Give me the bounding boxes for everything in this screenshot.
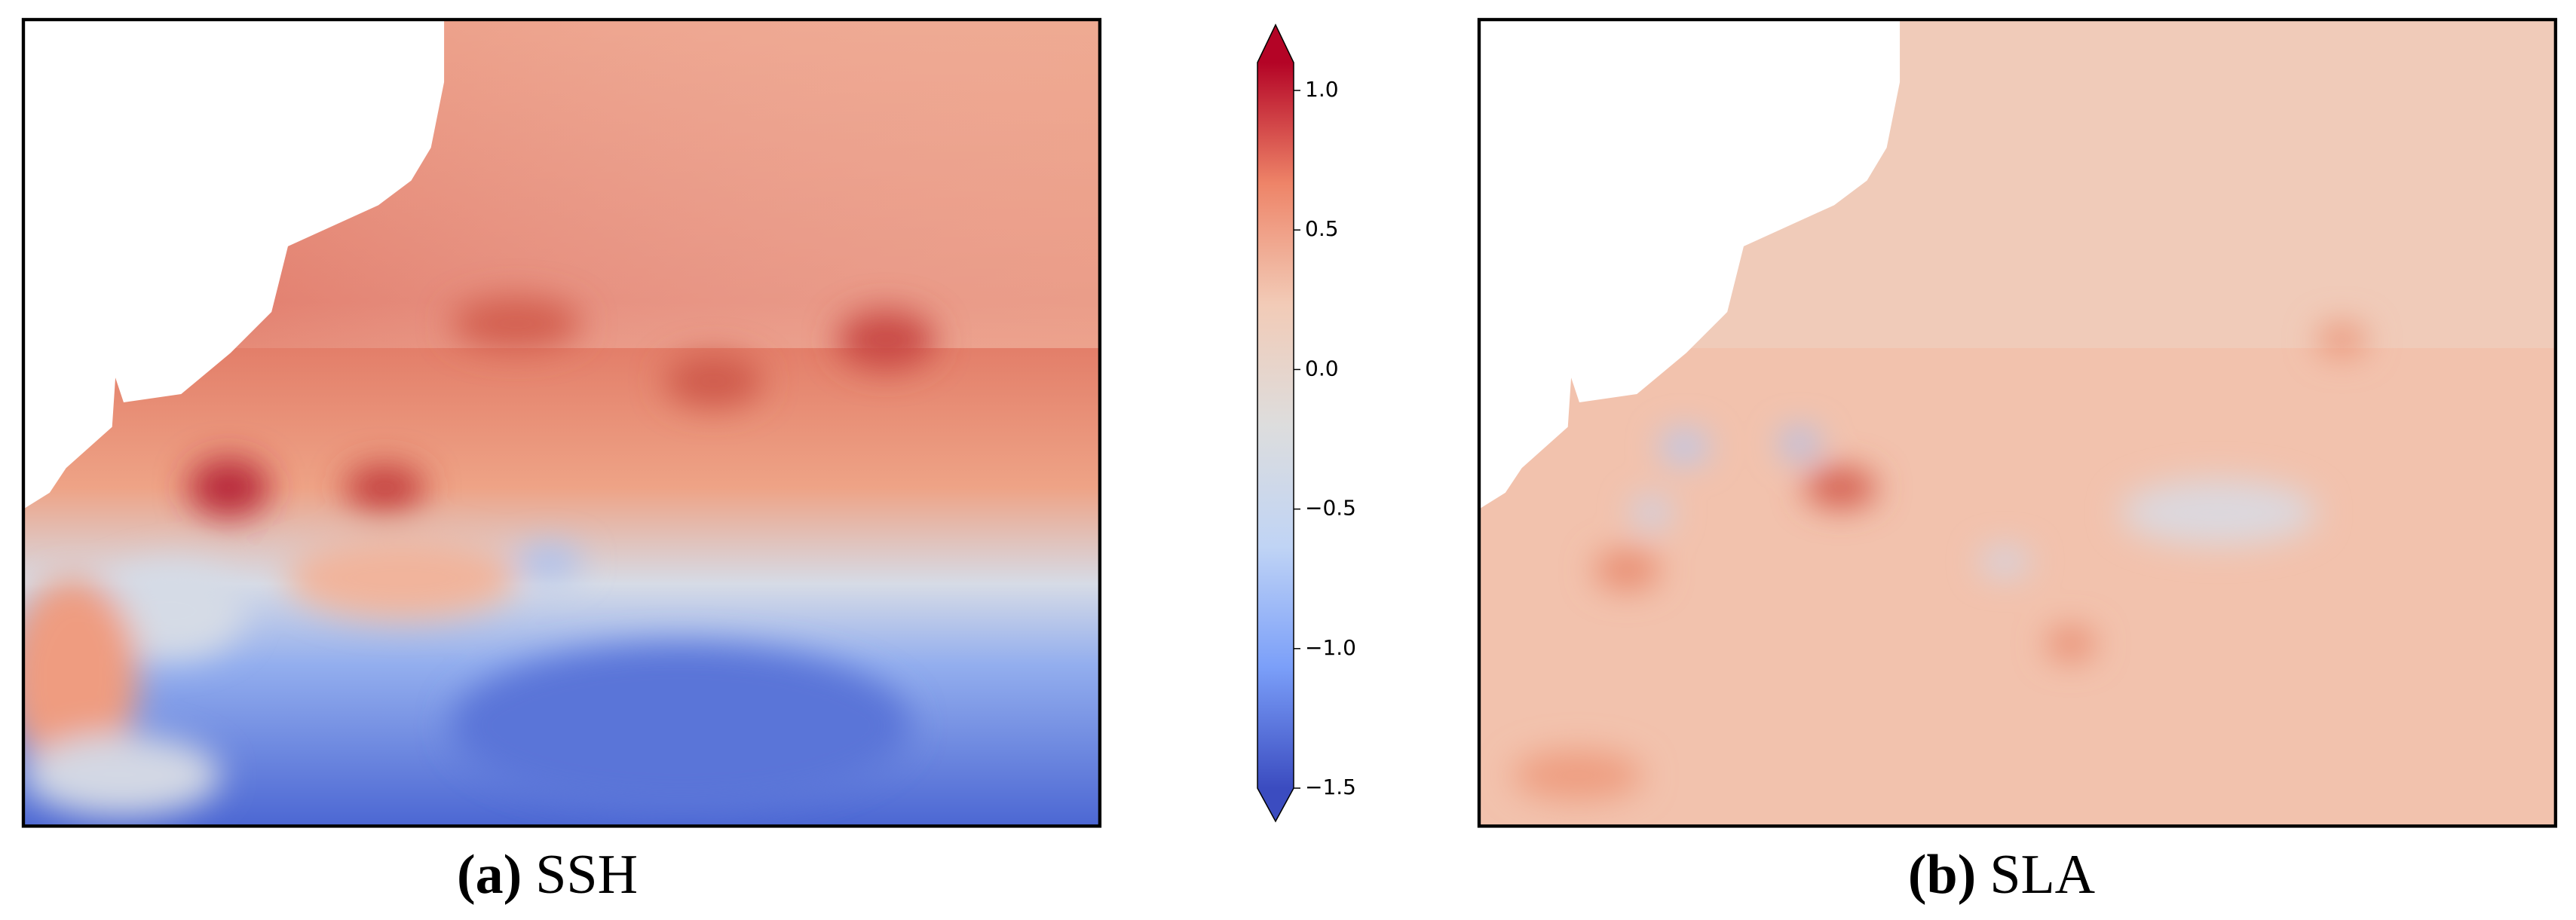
colorbar-tick-label: −0.5: [1305, 496, 1356, 521]
panel-b-map: [1477, 17, 2558, 828]
panel-a-map: [21, 17, 1102, 828]
caption-a: (a) SSH: [457, 844, 638, 906]
panel-title: SSH: [535, 844, 638, 906]
colorbar-tick-label: −1.5: [1305, 775, 1356, 799]
colorbar-tick-label: 0.5: [1305, 216, 1339, 241]
panel-label: (a): [457, 844, 522, 906]
panel-title: SLA: [1989, 844, 2095, 906]
colorbar-tick-label: 1.0: [1305, 77, 1339, 102]
colorbar-tick-label: −1.0: [1305, 635, 1356, 660]
panel-label: (b): [1908, 844, 1976, 906]
colorbar-extend-bottom: [1257, 788, 1294, 821]
caption-b: (b) SLA: [1908, 844, 2095, 906]
colorbar: [1257, 63, 1294, 788]
colorbar-extend-top: [1257, 25, 1294, 63]
colorbar-tick-label: 0.0: [1305, 356, 1339, 381]
